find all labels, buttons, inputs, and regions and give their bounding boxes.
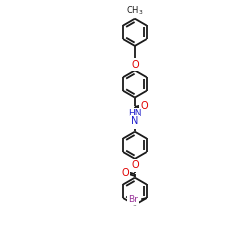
Text: O: O (141, 101, 148, 111)
Text: O: O (131, 160, 139, 170)
Text: CH$_3$: CH$_3$ (126, 5, 144, 18)
Text: N: N (131, 116, 138, 126)
Text: Br: Br (128, 195, 138, 204)
Text: O: O (131, 60, 139, 70)
Text: O: O (121, 168, 129, 178)
Text: HN: HN (128, 109, 142, 118)
